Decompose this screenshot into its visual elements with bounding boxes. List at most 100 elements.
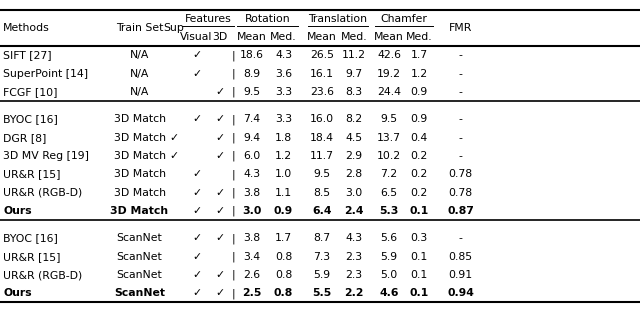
Text: 3D Match: 3D Match xyxy=(111,206,168,216)
Text: N/A: N/A xyxy=(130,50,149,60)
Text: ✓: ✓ xyxy=(192,206,201,216)
Text: ✓: ✓ xyxy=(215,288,224,298)
Text: 18.4: 18.4 xyxy=(310,133,334,143)
Text: 1.7: 1.7 xyxy=(275,233,292,243)
Text: 9.5: 9.5 xyxy=(243,87,260,97)
Text: |: | xyxy=(232,68,236,79)
Text: 0.78: 0.78 xyxy=(449,169,473,179)
Text: ✓: ✓ xyxy=(215,206,224,216)
Text: 16.1: 16.1 xyxy=(310,69,334,79)
Text: ScanNet: ScanNet xyxy=(116,270,163,280)
Text: 16.0: 16.0 xyxy=(310,114,334,124)
Text: 3D Match: 3D Match xyxy=(113,188,166,197)
Text: ✓: ✓ xyxy=(192,188,201,197)
Text: Sup: Sup xyxy=(164,23,184,33)
Text: ✓: ✓ xyxy=(192,288,201,298)
Text: -: - xyxy=(459,69,463,79)
Text: 5.9: 5.9 xyxy=(381,252,397,262)
Text: FCGF [10]: FCGF [10] xyxy=(3,87,58,97)
Text: 3D Match: 3D Match xyxy=(113,169,166,179)
Text: 8.9: 8.9 xyxy=(243,69,260,79)
Text: 0.91: 0.91 xyxy=(449,270,473,280)
Text: 19.2: 19.2 xyxy=(377,69,401,79)
Text: 2.3: 2.3 xyxy=(346,270,362,280)
Text: 4.3: 4.3 xyxy=(243,169,260,179)
Text: Train Set: Train Set xyxy=(116,23,163,33)
Text: 0.1: 0.1 xyxy=(411,252,428,262)
Text: Methods: Methods xyxy=(3,23,50,33)
Text: Features: Features xyxy=(184,14,232,24)
Text: |: | xyxy=(232,288,236,299)
Text: 3.0: 3.0 xyxy=(346,188,362,197)
Text: |: | xyxy=(232,187,236,198)
Text: ✓: ✓ xyxy=(192,233,201,243)
Text: |: | xyxy=(232,114,236,125)
Text: 0.8: 0.8 xyxy=(275,252,292,262)
Text: Rotation: Rotation xyxy=(244,14,291,24)
Text: 0.1: 0.1 xyxy=(410,288,429,298)
Text: 1.1: 1.1 xyxy=(275,188,292,197)
Text: 24.4: 24.4 xyxy=(377,87,401,97)
Text: 42.6: 42.6 xyxy=(377,50,401,60)
Text: 6.0: 6.0 xyxy=(243,151,260,161)
Text: 9.5: 9.5 xyxy=(381,114,397,124)
Text: 6.5: 6.5 xyxy=(381,188,397,197)
Text: UR&R (RGB-D): UR&R (RGB-D) xyxy=(3,188,83,197)
Text: 4.3: 4.3 xyxy=(346,233,362,243)
Text: 3D MV Reg [19]: 3D MV Reg [19] xyxy=(3,151,89,161)
Text: UR&R [15]: UR&R [15] xyxy=(3,169,61,179)
Text: Ours: Ours xyxy=(3,288,32,298)
Text: 0.8: 0.8 xyxy=(275,270,292,280)
Text: ✓: ✓ xyxy=(215,270,224,280)
Text: ✓: ✓ xyxy=(192,252,201,262)
Text: 8.5: 8.5 xyxy=(314,188,330,197)
Text: 0.4: 0.4 xyxy=(411,133,428,143)
Text: |: | xyxy=(232,133,236,143)
Text: Ours: Ours xyxy=(3,206,32,216)
Text: 11.7: 11.7 xyxy=(310,151,334,161)
Text: 0.78: 0.78 xyxy=(449,188,473,197)
Text: ✓: ✓ xyxy=(192,169,201,179)
Text: Translation: Translation xyxy=(308,14,367,24)
Text: 9.5: 9.5 xyxy=(314,169,330,179)
Text: 7.2: 7.2 xyxy=(381,169,397,179)
Text: 5.3: 5.3 xyxy=(380,206,399,216)
Text: ✓: ✓ xyxy=(215,151,224,161)
Text: 4.6: 4.6 xyxy=(380,288,399,298)
Text: 8.2: 8.2 xyxy=(346,114,362,124)
Text: -: - xyxy=(459,151,463,161)
Text: SuperPoint [14]: SuperPoint [14] xyxy=(3,69,88,79)
Text: 9.7: 9.7 xyxy=(346,69,362,79)
Text: ✓: ✓ xyxy=(215,114,224,124)
Text: -: - xyxy=(459,233,463,243)
Text: 3D Match: 3D Match xyxy=(113,133,166,143)
Text: 2.8: 2.8 xyxy=(346,169,362,179)
Text: BYOC [16]: BYOC [16] xyxy=(3,114,58,124)
Text: Mean: Mean xyxy=(237,32,266,42)
Text: 1.2: 1.2 xyxy=(275,151,292,161)
Text: 0.1: 0.1 xyxy=(411,270,428,280)
Text: 3.8: 3.8 xyxy=(243,233,260,243)
Text: 3.0: 3.0 xyxy=(242,206,261,216)
Text: 9.4: 9.4 xyxy=(243,133,260,143)
Text: 26.5: 26.5 xyxy=(310,50,334,60)
Text: 1.7: 1.7 xyxy=(411,50,428,60)
Text: Med.: Med. xyxy=(406,32,433,42)
Text: 2.9: 2.9 xyxy=(346,151,362,161)
Text: |: | xyxy=(232,270,236,280)
Text: 0.3: 0.3 xyxy=(411,233,428,243)
Text: ✓: ✓ xyxy=(192,114,201,124)
Text: Mean: Mean xyxy=(307,32,337,42)
Text: ✓: ✓ xyxy=(192,69,201,79)
Text: 0.1: 0.1 xyxy=(410,206,429,216)
Text: 23.6: 23.6 xyxy=(310,87,334,97)
Text: 18.6: 18.6 xyxy=(239,50,264,60)
Text: ✓: ✓ xyxy=(215,133,224,143)
Text: 4.3: 4.3 xyxy=(275,50,292,60)
Text: Mean: Mean xyxy=(374,32,404,42)
Text: 5.6: 5.6 xyxy=(381,233,397,243)
Text: |: | xyxy=(232,50,236,60)
Text: |: | xyxy=(232,151,236,161)
Text: -: - xyxy=(459,87,463,97)
Text: |: | xyxy=(232,206,236,216)
